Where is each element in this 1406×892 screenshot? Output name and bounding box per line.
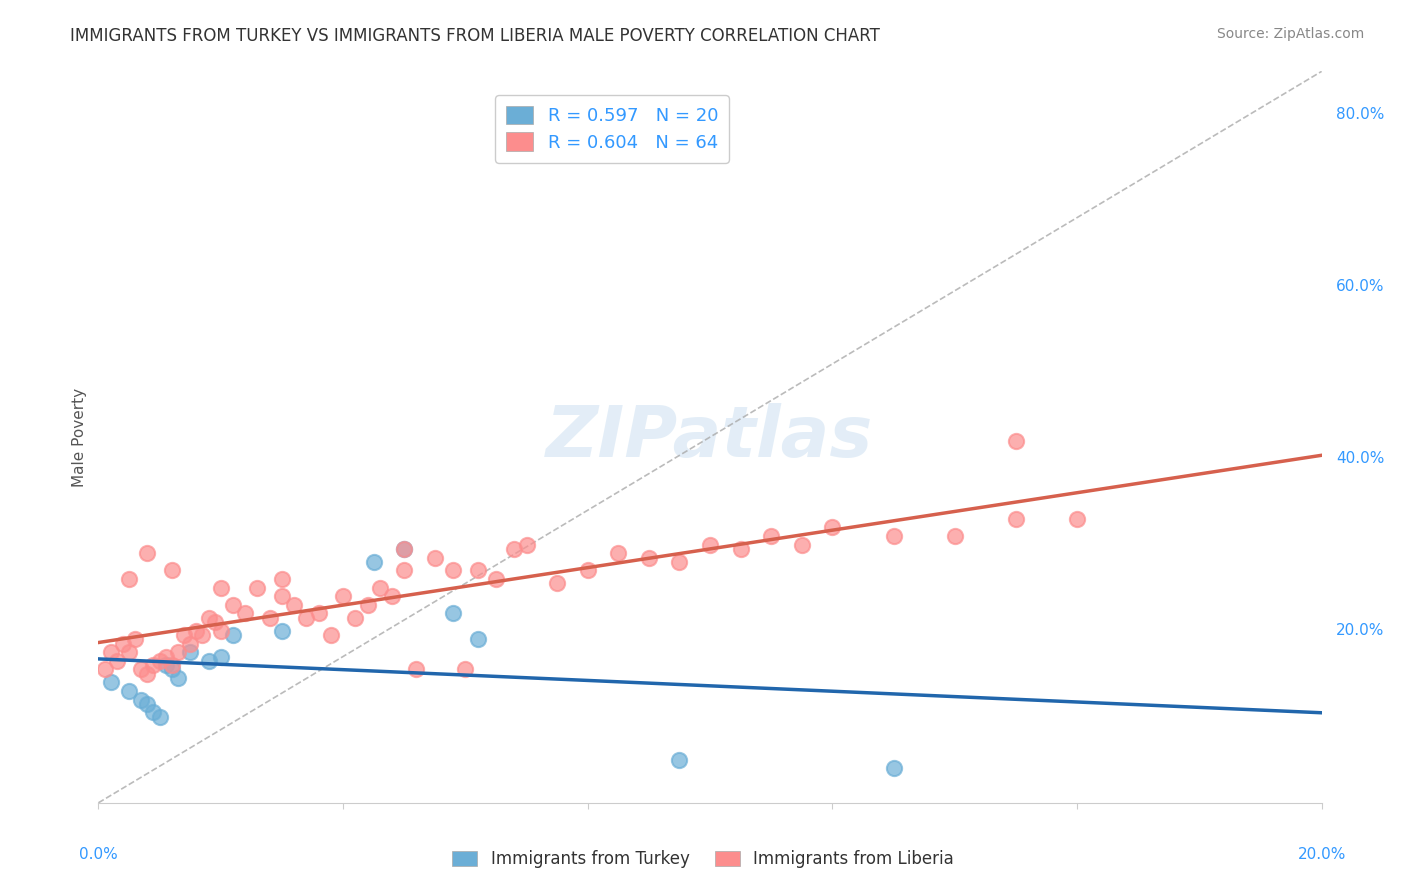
- Point: [516, 538, 538, 552]
- Point: [155, 649, 177, 664]
- Point: [160, 658, 183, 673]
- Point: [270, 624, 292, 638]
- Point: [209, 649, 232, 664]
- Point: [607, 546, 630, 560]
- Text: 80.0%: 80.0%: [1336, 107, 1385, 122]
- Point: [943, 529, 966, 543]
- Point: [246, 581, 269, 595]
- Point: [160, 564, 183, 578]
- Point: [197, 611, 219, 625]
- Point: [1066, 512, 1088, 526]
- Point: [129, 662, 152, 676]
- Point: [136, 666, 159, 681]
- Point: [344, 611, 367, 625]
- Point: [503, 541, 526, 556]
- Point: [883, 761, 905, 775]
- Point: [1004, 434, 1026, 449]
- Point: [233, 607, 256, 621]
- Point: [173, 628, 195, 642]
- Point: [136, 697, 159, 711]
- Point: [283, 598, 305, 612]
- Text: 60.0%: 60.0%: [1336, 279, 1385, 294]
- Point: [100, 645, 122, 659]
- Point: [295, 611, 318, 625]
- Point: [467, 632, 489, 647]
- Point: [149, 654, 172, 668]
- Point: [93, 662, 115, 676]
- Text: ZIPatlas: ZIPatlas: [547, 402, 873, 472]
- Point: [124, 632, 146, 647]
- Text: IMMIGRANTS FROM TURKEY VS IMMIGRANTS FROM LIBERIA MALE POVERTY CORRELATION CHART: IMMIGRANTS FROM TURKEY VS IMMIGRANTS FRO…: [70, 27, 880, 45]
- Text: 0.0%: 0.0%: [79, 847, 118, 862]
- Point: [149, 710, 172, 724]
- Point: [118, 572, 141, 586]
- Text: Source: ZipAtlas.com: Source: ZipAtlas.com: [1216, 27, 1364, 41]
- Point: [222, 598, 245, 612]
- Point: [118, 645, 141, 659]
- Point: [392, 564, 416, 578]
- Point: [454, 662, 477, 676]
- Y-axis label: Male Poverty: Male Poverty: [72, 387, 87, 487]
- Point: [332, 589, 354, 603]
- Point: [405, 662, 427, 676]
- Point: [1004, 512, 1026, 526]
- Legend: Immigrants from Turkey, Immigrants from Liberia: Immigrants from Turkey, Immigrants from …: [446, 844, 960, 875]
- Point: [441, 564, 464, 578]
- Point: [204, 615, 226, 629]
- Point: [179, 637, 201, 651]
- Point: [270, 589, 292, 603]
- Point: [100, 675, 122, 690]
- Point: [699, 538, 721, 552]
- Point: [209, 581, 232, 595]
- Point: [637, 550, 661, 565]
- Point: [129, 692, 152, 706]
- Point: [191, 628, 214, 642]
- Point: [759, 529, 782, 543]
- Point: [111, 637, 134, 651]
- Point: [668, 555, 690, 569]
- Point: [155, 658, 177, 673]
- Point: [186, 624, 208, 638]
- Point: [363, 555, 385, 569]
- Point: [270, 572, 292, 586]
- Text: 40.0%: 40.0%: [1336, 451, 1385, 467]
- Point: [142, 706, 165, 720]
- Point: [136, 546, 159, 560]
- Point: [467, 564, 489, 578]
- Legend: R = 0.597   N = 20, R = 0.604   N = 64: R = 0.597 N = 20, R = 0.604 N = 64: [495, 95, 730, 162]
- Point: [381, 589, 404, 603]
- Point: [179, 645, 201, 659]
- Point: [730, 541, 752, 556]
- Point: [356, 598, 378, 612]
- Point: [883, 529, 905, 543]
- Point: [546, 576, 568, 591]
- Point: [392, 541, 416, 556]
- Point: [668, 753, 690, 767]
- Point: [485, 572, 508, 586]
- Text: 20.0%: 20.0%: [1298, 847, 1346, 862]
- Point: [308, 607, 330, 621]
- Point: [319, 628, 342, 642]
- Point: [197, 654, 219, 668]
- Point: [209, 624, 232, 638]
- Point: [576, 564, 599, 578]
- Point: [167, 671, 190, 685]
- Point: [142, 658, 165, 673]
- Point: [821, 520, 844, 534]
- Point: [423, 550, 446, 565]
- Point: [259, 611, 281, 625]
- Point: [105, 654, 128, 668]
- Point: [160, 662, 183, 676]
- Point: [368, 581, 391, 595]
- Point: [790, 538, 813, 552]
- Point: [222, 628, 245, 642]
- Text: 20.0%: 20.0%: [1336, 624, 1385, 638]
- Point: [118, 684, 141, 698]
- Point: [167, 645, 190, 659]
- Point: [392, 541, 416, 556]
- Point: [441, 607, 464, 621]
